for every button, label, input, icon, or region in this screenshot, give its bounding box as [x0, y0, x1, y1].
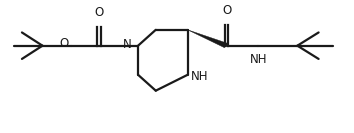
Text: O: O [60, 37, 69, 50]
Text: O: O [222, 4, 231, 17]
Text: NH: NH [250, 53, 267, 66]
Text: O: O [95, 6, 104, 19]
Text: NH: NH [191, 70, 209, 83]
Polygon shape [188, 30, 229, 48]
Text: N: N [123, 38, 132, 51]
